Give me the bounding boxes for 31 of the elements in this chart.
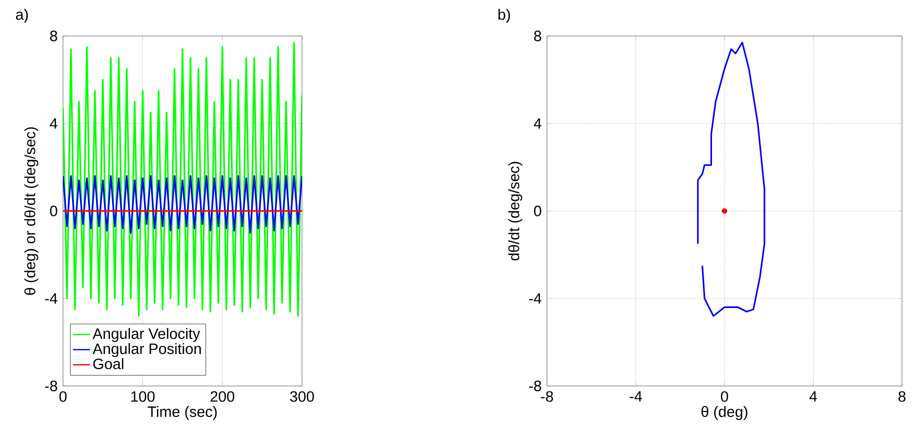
chart-title: a)	[16, 8, 28, 23]
y-tick-label: -4	[529, 293, 542, 304]
x-tick-label: -4	[630, 391, 642, 402]
y-tick-label: 0	[534, 206, 542, 216]
y-tick-label: 0	[50, 206, 58, 216]
y-tick-label: 8	[534, 30, 542, 42]
y-tick-label: 4	[534, 118, 542, 129]
y-axis-title: dθ/dt (deg/sec)	[508, 162, 522, 260]
legend-label: Angular Position	[92, 343, 201, 358]
y-tick-label: -8	[529, 380, 542, 392]
y-tick-label: -4	[45, 293, 58, 304]
chart-title: b)	[498, 8, 510, 23]
x-tick-label: 200	[210, 391, 234, 402]
x-tick-label: 0	[59, 391, 67, 402]
x-tick-label: 100	[131, 391, 155, 402]
line-series	[697, 42, 766, 317]
x-tick-label: 300	[290, 391, 314, 402]
legend-label: Goal	[93, 358, 124, 370]
x-axis-title: Time (sec)	[148, 406, 217, 420]
line-series	[63, 42, 302, 317]
y-tick-label: 8	[50, 30, 58, 42]
y-axis-title: θ (deg) or dθ/dt (deg/sec)	[24, 127, 38, 295]
legend-label: Angular Velocity	[92, 328, 200, 342]
y-tick-label: 4	[50, 118, 58, 129]
x-tick-label: 8	[898, 391, 906, 402]
x-tick-label: 4	[809, 391, 817, 402]
x-tick-label: -8	[541, 391, 554, 402]
line-series	[63, 175, 302, 234]
x-axis-title: θ (deg)	[702, 406, 748, 420]
y-tick-label: -8	[45, 380, 58, 392]
x-tick-label: 0	[720, 391, 728, 402]
